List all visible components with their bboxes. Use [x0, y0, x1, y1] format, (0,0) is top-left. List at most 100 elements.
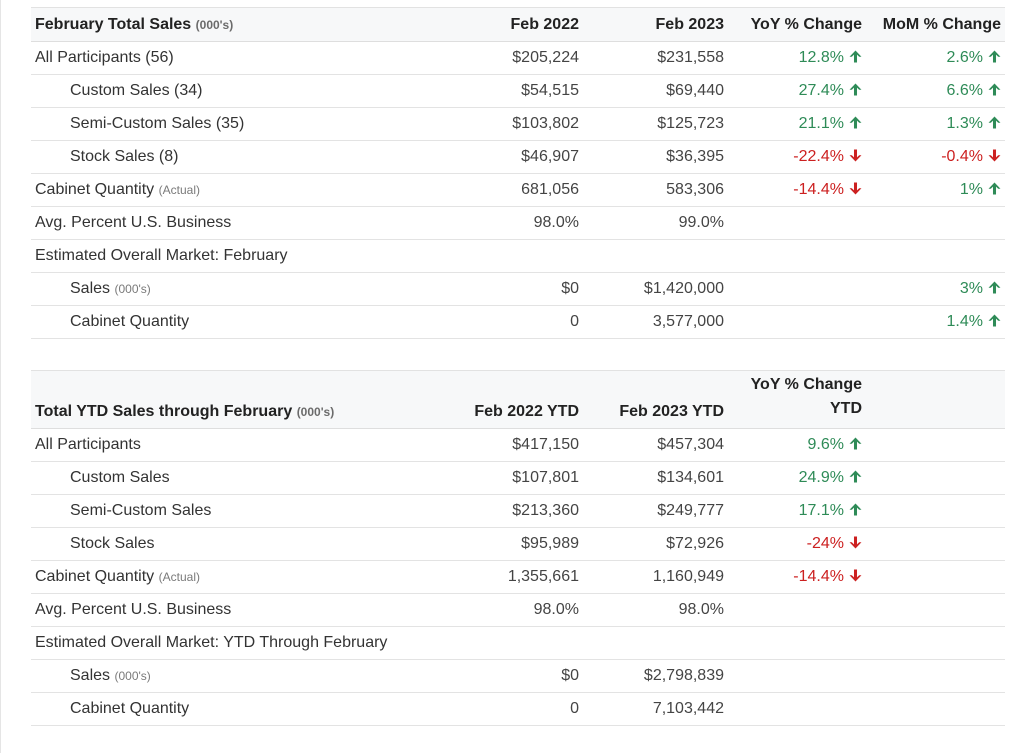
cell-mom-change: 1.4%	[866, 305, 1005, 339]
cell-2022: $213,360	[431, 494, 583, 528]
table-row: Semi-Custom Sales $213,360 $249,777 17.1%	[31, 494, 1005, 528]
cell-mom-change-value: 6.6%	[946, 82, 983, 99]
row-label: Sales (000's)	[31, 272, 431, 306]
arrow-down-icon	[988, 149, 1001, 162]
cell-2022	[431, 239, 583, 273]
arrow-up-icon	[988, 281, 1001, 294]
cell-2022: 98.0%	[431, 206, 583, 240]
row-label: Stock Sales	[31, 527, 431, 561]
cell-mom-change-value: 3%	[959, 280, 983, 297]
cell-2023: $134,601	[583, 461, 728, 495]
cell-2023: $125,723	[583, 107, 728, 141]
cell-yoy-change: -22.4%	[728, 140, 866, 174]
arrow-up-icon	[988, 116, 1001, 129]
table-row: Cabinet Quantity (Actual) 1,355,661 1,160,…	[31, 560, 1005, 594]
arrow-up-icon	[849, 503, 862, 516]
cell-yoy-change	[728, 659, 866, 693]
cell-yoy-change-value: -14.4%	[793, 568, 844, 585]
cell-2022: 1,355,661	[431, 560, 583, 594]
table-header-row: February Total Sales (000's) Feb 2022 Fe…	[31, 7, 1005, 42]
cell-empty	[866, 527, 1005, 561]
cell-yoy-change: 12.8%	[728, 41, 866, 75]
cell-2023: $457,304	[583, 428, 728, 462]
arrow-up-icon	[988, 83, 1001, 96]
cell-2023	[583, 626, 728, 660]
column-header-line-1: YoY % Change	[750, 376, 862, 393]
cell-mom-change-value: 1.4%	[946, 313, 983, 330]
table-row: Sales (000's) $0 $1,420,000 3%	[31, 272, 1005, 306]
row-label-text: Avg. Percent U.S. Business	[35, 214, 232, 231]
cell-mom-change-value: -0.4%	[941, 148, 983, 165]
row-label-unit: (000's)	[114, 282, 151, 296]
table-row: Cabinet Quantity 0 7,103,442	[31, 692, 1005, 726]
row-label: Sales (000's)	[31, 659, 431, 693]
row-label-text: Custom Sales	[70, 469, 170, 486]
cell-yoy-change	[728, 239, 866, 273]
row-label-text: Stock Sales	[70, 535, 155, 552]
row-label-text: Semi-Custom Sales	[70, 502, 212, 519]
cell-empty	[866, 659, 1005, 693]
table-row: Avg. Percent U.S. Business 98.0% 99.0%	[31, 206, 1005, 240]
cell-yoy-change-value: -22.4%	[793, 148, 844, 165]
row-label-text: Estimated Overall Market: YTD Through Fe…	[35, 634, 388, 651]
table-row: Estimated Overall Market: YTD Through Fe…	[31, 626, 1005, 660]
cell-yoy-change: 21.1%	[728, 107, 866, 141]
row-label-text: Semi-Custom Sales (35)	[70, 115, 245, 132]
arrow-up-icon	[988, 314, 1001, 327]
cell-2023: 7,103,442	[583, 692, 728, 726]
cell-yoy-change-value: 9.6%	[807, 436, 844, 453]
cell-mom-change	[866, 239, 1005, 273]
cell-yoy-change	[728, 305, 866, 339]
column-header-yoy-change: YoY % Change	[728, 7, 866, 42]
cell-mom-change	[866, 206, 1005, 240]
arrow-down-icon	[849, 569, 862, 582]
cell-2023: $249,777	[583, 494, 728, 528]
table-title-text: February Total Sales	[35, 15, 192, 33]
row-label: Semi-Custom Sales	[31, 494, 431, 528]
cell-2022: $0	[431, 272, 583, 306]
cell-2022: 0	[431, 305, 583, 339]
ytd-sales-table: Total YTD Sales through February (000's)…	[31, 370, 1005, 726]
cell-2023: $72,926	[583, 527, 728, 561]
row-label: Cabinet Quantity (Actual)	[31, 560, 431, 594]
ytd-sales-body: All Participants $417,150 $457,304 9.6% Cust…	[31, 428, 1005, 726]
february-sales-table: February Total Sales (000's) Feb 2022 Fe…	[31, 7, 1005, 339]
table-row: Estimated Overall Market: February	[31, 239, 1005, 273]
table-header-row: Total YTD Sales through February (000's)…	[31, 370, 1005, 429]
cell-mom-change-value: 2.6%	[946, 49, 983, 66]
cell-mom-change: 1.3%	[866, 107, 1005, 141]
cell-mom-change: 1%	[866, 173, 1005, 207]
cell-2023: $69,440	[583, 74, 728, 108]
arrow-up-icon	[849, 83, 862, 96]
cell-yoy-change: 9.6%	[728, 428, 866, 462]
cell-yoy-change	[728, 206, 866, 240]
cell-mom-change: -0.4%	[866, 140, 1005, 174]
cell-empty	[866, 494, 1005, 528]
table-row: Avg. Percent U.S. Business 98.0% 98.0%	[31, 593, 1005, 627]
cell-empty	[866, 428, 1005, 462]
table-row: Stock Sales $95,989 $72,926 -24%	[31, 527, 1005, 561]
cell-mom-change: 6.6%	[866, 74, 1005, 108]
cell-yoy-change: 27.4%	[728, 74, 866, 108]
cell-2022: $54,515	[431, 74, 583, 108]
arrow-up-icon	[849, 50, 862, 63]
arrow-up-icon	[988, 182, 1001, 195]
table-row: Sales (000's) $0 $2,798,839	[31, 659, 1005, 693]
arrow-down-icon	[849, 149, 862, 162]
column-header-yoy-change-ytd: YoY % Change YTD	[728, 370, 866, 429]
column-header-feb-2022-ytd: Feb 2022 YTD	[431, 370, 583, 429]
arrow-up-icon	[849, 437, 862, 450]
row-label: Cabinet Quantity	[31, 305, 431, 339]
column-header-feb-2022: Feb 2022	[431, 7, 583, 42]
table-row: Custom Sales $107,801 $134,601 24.9%	[31, 461, 1005, 495]
row-label-text: All Participants	[35, 436, 141, 453]
cell-2022: $107,801	[431, 461, 583, 495]
table-row: Cabinet Quantity (Actual) 681,056 583,306-…	[31, 173, 1005, 207]
page-left-border	[0, 0, 1, 753]
row-label: Cabinet Quantity (Actual)	[31, 173, 431, 207]
cell-yoy-change: -24%	[728, 527, 866, 561]
arrow-down-icon	[849, 536, 862, 549]
arrow-up-icon	[849, 470, 862, 483]
arrow-up-icon	[849, 116, 862, 129]
table-row: All Participants $417,150 $457,304 9.6%	[31, 428, 1005, 462]
